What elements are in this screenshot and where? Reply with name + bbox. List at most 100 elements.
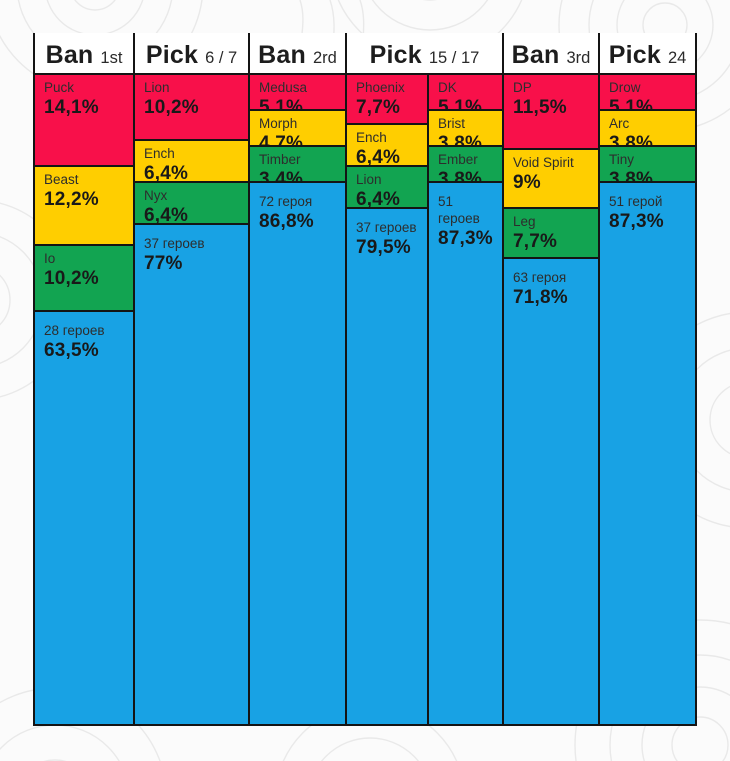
segment-percent: 87,3% xyxy=(609,210,664,232)
bar-segment-lion: Lion 6,4% xyxy=(347,167,427,209)
bar-column-pick-15-17-3: Phoenix 7,7% Ench 6,4% Lion 6,4% 37 героев 79,5… xyxy=(345,73,427,726)
segment-percent: 3,8% xyxy=(609,132,654,147)
segment-label: DP xyxy=(513,80,532,95)
bar-segment-28: 28 героев 63,5% xyxy=(35,312,133,726)
segment-percent: 87,3% xyxy=(438,227,493,249)
segment-label: Phoenix xyxy=(356,80,405,95)
phase-number: 24 xyxy=(667,49,687,67)
segment-percent: 10,2% xyxy=(44,267,99,289)
segment-percent: 3,8% xyxy=(609,168,654,183)
segment-percent: 5,1% xyxy=(438,96,483,111)
bar-segment-dk: DK 5,1% xyxy=(429,75,502,111)
bars-row: Puck 14,1% Beast 12,2% Io 10,2% 28 героев 63,5%… xyxy=(33,73,697,726)
segment-label: Void Spirit xyxy=(513,155,574,170)
segment-percent: 86,8% xyxy=(259,210,314,232)
segment-percent: 6,4% xyxy=(144,204,189,225)
phase-header-row: Ban 1st Pick 6 / 7 Ban 2rd Pick 15 / 17 Ban 3rd Pi… xyxy=(33,33,697,73)
bar-column-ban-3rd-5: DP 11,5% Void Spirit 9% Leg 7,7% 63 героя 71,8% xyxy=(502,73,598,726)
bar-segment-leg: Leg 7,7% xyxy=(504,209,598,259)
phase-number: 6 / 7 xyxy=(205,49,238,67)
segment-percent: 79,5% xyxy=(356,236,411,258)
segment-label: Nyx xyxy=(144,188,168,203)
segment-label: 51 героев xyxy=(438,194,480,226)
bar-segment-51: 51 герой 87,3% xyxy=(600,183,695,726)
phase-header-ban-1st: Ban 1st xyxy=(33,33,133,73)
segment-label: 37 героев xyxy=(356,220,417,235)
segment-label: Medusa xyxy=(259,80,308,95)
bar-segment-37: 37 героев 79,5% xyxy=(347,209,427,726)
bar-column-pick-24-6: Drow 5,1% Arc 3,8% Tiny 3,8% 51 герой 87,3% xyxy=(598,73,697,726)
phase-number: 15 / 17 xyxy=(428,49,480,67)
phase-name: Ban xyxy=(45,41,94,69)
segment-percent: 6,4% xyxy=(356,188,401,209)
bar-column-pick-6-7-1: Lion 10,2% Ench 6,4% Nyx 6,4% 37 героев 77% xyxy=(133,73,248,726)
phase-number: 3rd xyxy=(566,49,591,67)
segment-label: 28 героев xyxy=(44,323,105,338)
segment-percent: 11,5% xyxy=(513,96,567,118)
segment-percent: 5,1% xyxy=(609,96,654,111)
segment-percent: 63,5% xyxy=(44,339,99,361)
bar-segment-morph: Morph 4,7% xyxy=(250,111,345,147)
phase-header-pick-24: Pick 24 xyxy=(598,33,697,73)
bar-segment-arc: Arc 3,8% xyxy=(600,111,695,147)
bar-column-ban-2rd-2: Medusa 5,1% Morph 4,7% Timber 3,4% 72 героя 86,… xyxy=(248,73,345,726)
segment-label: Beast xyxy=(44,172,79,187)
segment-label: Lion xyxy=(356,172,382,187)
segment-label: 72 героя xyxy=(259,194,313,209)
segment-percent: 4,7% xyxy=(259,132,304,147)
segment-label: Morph xyxy=(259,116,298,131)
segment-percent: 6,4% xyxy=(144,162,189,183)
segment-percent: 3,8% xyxy=(438,132,483,147)
segment-label: Timber xyxy=(259,152,301,167)
phase-name: Ban xyxy=(258,41,306,69)
segment-label: Io xyxy=(44,251,56,266)
bar-column-ban-1st-0: Puck 14,1% Beast 12,2% Io 10,2% 28 героев 63,5% xyxy=(33,73,133,726)
bar-segment-ember: Ember 3,8% xyxy=(429,147,502,183)
phase-header-ban-3rd: Ban 3rd xyxy=(502,33,598,73)
segment-percent: 9% xyxy=(513,171,541,193)
bar-column-pick-15-17-4: DK 5,1% Brist 3,8% Ember 3,8% 51 героев 87,3% xyxy=(427,73,502,726)
phase-header-pick-15-17: Pick 15 / 17 xyxy=(345,33,502,73)
segment-label: 37 героев xyxy=(144,236,205,251)
bar-segment-tiny: Tiny 3,8% xyxy=(600,147,695,183)
bar-segment-51: 51 героев 87,3% xyxy=(429,183,502,726)
bar-segment-nyx: Nyx 6,4% xyxy=(135,183,248,225)
segment-label: Lion xyxy=(144,80,170,95)
phase-header-ban-2rd: Ban 2rd xyxy=(248,33,345,73)
bar-segment-beast: Beast 12,2% xyxy=(35,167,133,246)
bar-segment-lion: Lion 10,2% xyxy=(135,75,248,141)
phase-number: 1st xyxy=(100,49,123,67)
bar-segment-37: 37 героев 77% xyxy=(135,225,248,726)
bar-segment-drow: Drow 5,1% xyxy=(600,75,695,111)
bar-segment-medusa: Medusa 5,1% xyxy=(250,75,345,111)
segment-label: Drow xyxy=(609,80,641,95)
segment-label: Brist xyxy=(438,116,465,131)
bar-segment-ench: Ench 6,4% xyxy=(135,141,248,183)
segment-percent: 77% xyxy=(144,252,183,274)
phase-name: Pick xyxy=(369,41,422,69)
segment-percent: 71,8% xyxy=(513,286,568,308)
bar-segment-timber: Timber 3,4% xyxy=(250,147,345,183)
segment-percent: 10,2% xyxy=(144,96,199,118)
segment-percent: 7,7% xyxy=(513,230,558,252)
segment-label: Arc xyxy=(609,116,630,131)
phase-header-pick-6-7: Pick 6 / 7 xyxy=(133,33,248,73)
segment-label: DK xyxy=(438,80,457,95)
bar-segment-io: Io 10,2% xyxy=(35,246,133,312)
segment-percent: 5,1% xyxy=(259,96,304,111)
segment-percent: 7,7% xyxy=(356,96,401,118)
bar-segment-72: 72 героя 86,8% xyxy=(250,183,345,726)
segment-percent: 3,8% xyxy=(438,168,483,183)
bar-segment-brist: Brist 3,8% xyxy=(429,111,502,147)
bar-segment-phoenix: Phoenix 7,7% xyxy=(347,75,427,125)
phase-name: Pick xyxy=(145,41,199,69)
segment-label: 51 герой xyxy=(609,194,663,209)
segment-label: Ench xyxy=(144,146,175,161)
bar-segment-dp: DP 11,5% xyxy=(504,75,598,150)
bar-segment-ench: Ench 6,4% xyxy=(347,125,427,167)
segment-label: Tiny xyxy=(609,152,635,167)
segment-label: 63 героя xyxy=(513,270,567,285)
draft-stats-chart: Ban 1st Pick 6 / 7 Ban 2rd Pick 15 / 17 Ban 3rd Pi… xyxy=(33,33,697,726)
bar-segment-void-spirit: Void Spirit 9% xyxy=(504,150,598,209)
phase-name: Pick xyxy=(608,41,661,69)
